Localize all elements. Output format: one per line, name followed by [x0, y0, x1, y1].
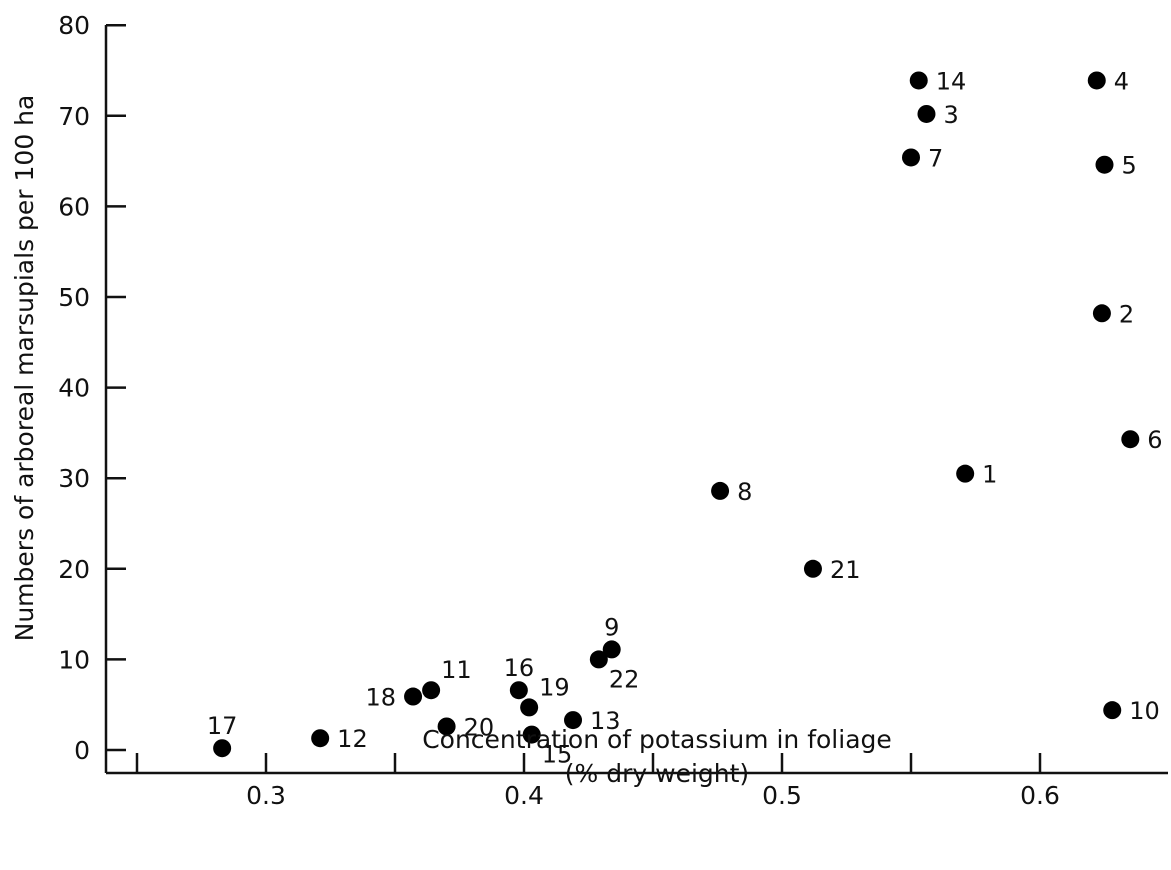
- data-point-6: [1121, 430, 1140, 449]
- data-point-label: 2: [1119, 300, 1134, 328]
- data-point-label: 10: [1129, 697, 1160, 725]
- data-point-3: [917, 104, 936, 123]
- data-point-9: [602, 640, 621, 659]
- x-axis-title-line2: (% dry weight): [565, 759, 749, 788]
- data-point-label: 3: [943, 101, 958, 129]
- data-point-7: [902, 148, 920, 167]
- x-tick-label: 0.6: [1020, 781, 1060, 810]
- y-tick-label: 60: [58, 192, 90, 221]
- data-point-label: 15: [542, 741, 573, 769]
- data-point-label: 9: [604, 613, 619, 641]
- data-point-1: [956, 464, 975, 483]
- x-tick-label: 0.5: [762, 781, 802, 810]
- data-point-label: 21: [830, 556, 861, 584]
- data-point-label: 13: [590, 707, 621, 735]
- data-point-18: [404, 687, 423, 706]
- axes: [104, 25, 1168, 775]
- data-point-12: [311, 729, 330, 748]
- data-point-label: 1: [982, 461, 997, 489]
- data-point-label: 6: [1147, 426, 1162, 454]
- x-tick-label: 0.3: [246, 781, 286, 810]
- data-point-label: 18: [366, 684, 397, 712]
- data-point-13: [564, 711, 583, 730]
- data-point-4: [1087, 71, 1106, 90]
- data-point-15: [522, 725, 541, 744]
- data-point-label: 8: [737, 478, 752, 506]
- data-point-19: [520, 698, 539, 717]
- data-point-2: [1092, 304, 1111, 323]
- data-point-5: [1095, 155, 1114, 174]
- y-axis-title: Numbers of arboreal marsupials per 100 h…: [10, 95, 39, 642]
- data-point-label: 14: [936, 67, 967, 95]
- y-tick-label: 70: [58, 102, 90, 131]
- x-ticks: 0.3 0.4 0.5 0.6: [135, 753, 1060, 810]
- data-point-label: 12: [337, 725, 368, 753]
- data-point-label: 16: [504, 654, 535, 682]
- x-axis-title-line1: Concentration of potassium in foliage: [422, 725, 892, 754]
- y-tick-label: 10: [58, 645, 90, 674]
- y-tick-label: 20: [58, 555, 90, 584]
- data-point-10: [1103, 701, 1122, 720]
- y-tick-label: 80: [58, 11, 90, 40]
- data-point-label: 22: [609, 665, 640, 693]
- data-point-label: 4: [1114, 67, 1129, 95]
- y-tick-label: 40: [58, 374, 90, 403]
- data-point-8: [711, 481, 730, 500]
- data-point-label: 11: [441, 656, 472, 684]
- data-point-label: 5: [1122, 152, 1137, 180]
- y-ticks: 0 10 20 30 40 50 60 70 80: [58, 11, 126, 765]
- data-point-label: 7: [928, 144, 943, 172]
- y-tick-label: 50: [58, 283, 90, 312]
- data-point-label: 19: [539, 673, 570, 701]
- data-point-14: [909, 71, 928, 90]
- y-tick-label: 0: [74, 736, 90, 765]
- x-tick-label: 0.4: [504, 781, 544, 810]
- data-point-label: 17: [207, 712, 238, 740]
- data-point-17: [213, 739, 232, 758]
- data-point-label: 20: [464, 713, 495, 741]
- data-point-11: [422, 681, 441, 700]
- data-point-22: [589, 650, 608, 669]
- data-point-21: [803, 559, 822, 578]
- y-tick-label: 30: [58, 464, 90, 493]
- data-point-20: [437, 717, 456, 736]
- data-point-16: [509, 681, 528, 700]
